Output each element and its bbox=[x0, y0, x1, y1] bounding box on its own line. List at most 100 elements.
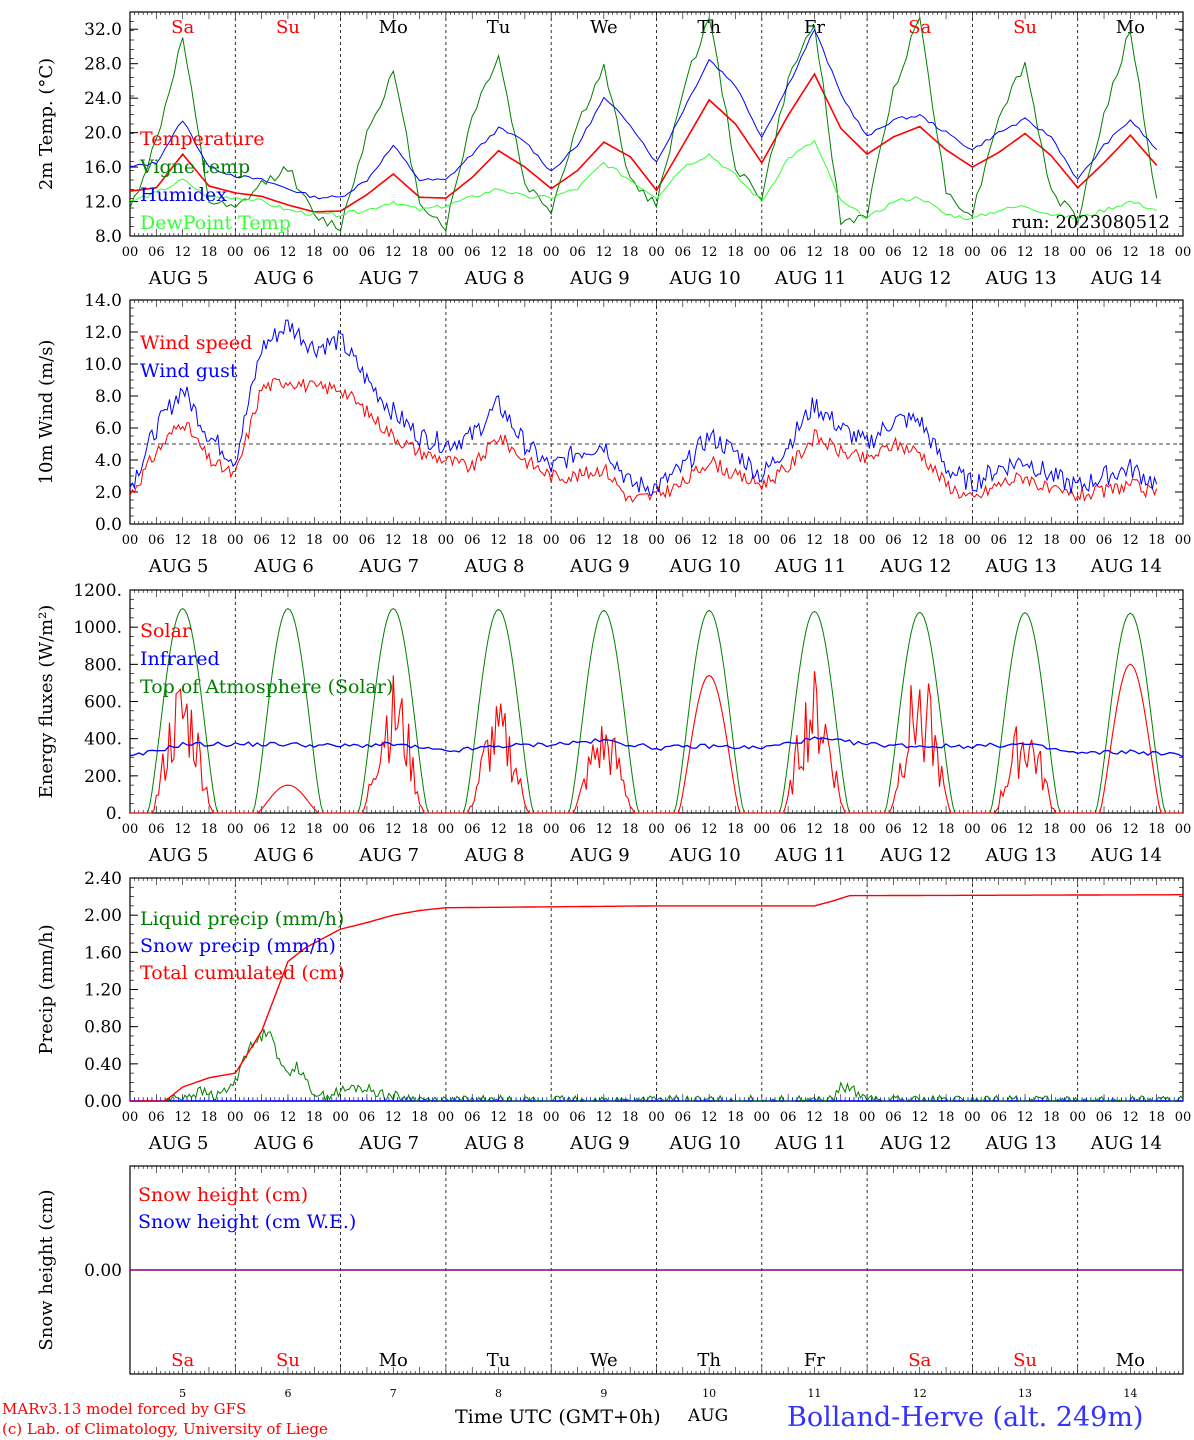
infrared-line bbox=[129, 736, 1184, 758]
legend-label: Top of Atmosphere (Solar) bbox=[140, 676, 393, 698]
hour-tick-label: 18 bbox=[1043, 533, 1060, 548]
date-label: AUG 8 bbox=[464, 268, 525, 289]
y-tick-label: 2.00 bbox=[84, 906, 122, 926]
day-of-week-label: Su bbox=[1013, 1350, 1037, 1371]
y-axis-title: Precip (mm/h) bbox=[36, 924, 57, 1054]
date-label: AUG 9 bbox=[569, 556, 630, 577]
hour-tick-label: 00 bbox=[227, 245, 244, 260]
day-of-week-label: Mo bbox=[379, 17, 408, 38]
hour-tick-label: 18 bbox=[306, 245, 323, 260]
hour-tick-label: 18 bbox=[201, 245, 218, 260]
y-tick-label: 0.00 bbox=[84, 1261, 122, 1281]
y-tick-label: 2.40 bbox=[84, 869, 122, 889]
solar-line bbox=[130, 663, 1183, 814]
hour-tick-label: 06 bbox=[1096, 245, 1113, 260]
date-label: AUG 9 bbox=[569, 268, 630, 289]
hour-tick-label: 00 bbox=[648, 1110, 665, 1125]
hour-tick-label: 06 bbox=[464, 533, 481, 548]
hour-tick-label: 00 bbox=[438, 245, 455, 260]
day-of-week-label: Su bbox=[276, 17, 300, 38]
day-of-week-label: Tu bbox=[487, 1350, 511, 1371]
hour-tick-label: 00 bbox=[332, 245, 349, 260]
hour-tick-label: 06 bbox=[464, 245, 481, 260]
hour-tick-label: 06 bbox=[990, 245, 1007, 260]
hour-tick-label: 18 bbox=[1148, 245, 1165, 260]
x-axis-month: AUG bbox=[688, 1406, 729, 1426]
model-credit: MARv3.13 model forced by GFS bbox=[2, 1400, 247, 1418]
y-tick-label: 1.60 bbox=[84, 943, 122, 963]
hour-tick-label: 12 bbox=[701, 822, 718, 837]
legend-label: Humidex bbox=[140, 184, 227, 206]
date-label: AUG 6 bbox=[253, 845, 314, 866]
day-of-week-label: Sa bbox=[908, 1350, 931, 1371]
legend-label: Solar bbox=[140, 620, 192, 642]
date-label: AUG 9 bbox=[569, 845, 630, 866]
hour-tick-label: 12 bbox=[1122, 245, 1139, 260]
hour-tick-label: 18 bbox=[622, 245, 639, 260]
hour-tick-label: 12 bbox=[280, 822, 297, 837]
day-number-label: 12 bbox=[913, 1387, 927, 1400]
hour-tick-label: 00 bbox=[543, 533, 560, 548]
y-tick-label: 24.0 bbox=[84, 89, 122, 109]
legend-label: Snow height (cm) bbox=[138, 1184, 308, 1206]
hour-tick-label: 12 bbox=[385, 822, 402, 837]
hour-tick-label: 18 bbox=[201, 822, 218, 837]
date-label: AUG 7 bbox=[358, 556, 419, 577]
legend-label: Wind speed bbox=[140, 332, 252, 354]
plot-frame bbox=[129, 299, 1184, 525]
date-label: AUG 5 bbox=[148, 268, 209, 289]
hour-tick-label: 06 bbox=[1096, 1110, 1113, 1125]
y-tick-label: 4.0 bbox=[95, 451, 122, 471]
legend-label: Vigne temp bbox=[139, 156, 250, 178]
hour-tick-label: 18 bbox=[517, 822, 534, 837]
hour-tick-label: 00 bbox=[648, 245, 665, 260]
hour-tick-label: 00 bbox=[1069, 533, 1086, 548]
day-number-label: 13 bbox=[1018, 1387, 1032, 1400]
hour-tick-label: 18 bbox=[1148, 533, 1165, 548]
day-of-week-label: Mo bbox=[1116, 1350, 1145, 1371]
hour-tick-label: 00 bbox=[438, 533, 455, 548]
legend-label: Total cumulated (cm) bbox=[140, 962, 345, 984]
day-number-label: 5 bbox=[179, 1387, 186, 1400]
hour-tick-label: 06 bbox=[359, 245, 376, 260]
y-tick-label: 0.40 bbox=[84, 1055, 122, 1075]
hour-tick-label: 18 bbox=[1043, 822, 1060, 837]
hour-tick-label: 18 bbox=[622, 1110, 639, 1125]
hour-tick-label: 06 bbox=[885, 822, 902, 837]
hour-tick-label: 18 bbox=[938, 822, 955, 837]
date-label: AUG 12 bbox=[879, 1133, 951, 1154]
hour-tick-label: 12 bbox=[174, 533, 191, 548]
hour-tick-label: 00 bbox=[648, 533, 665, 548]
day-of-week-label: We bbox=[590, 1350, 618, 1371]
date-label: AUG 7 bbox=[358, 1133, 419, 1154]
hour-tick-label: 12 bbox=[701, 533, 718, 548]
hour-tick-label: 06 bbox=[780, 533, 797, 548]
date-label: AUG 6 bbox=[253, 268, 314, 289]
hour-tick-label: 06 bbox=[359, 1110, 376, 1125]
hour-tick-label: 12 bbox=[911, 1110, 928, 1125]
hour-tick-label: 12 bbox=[1017, 533, 1034, 548]
hour-tick-label: 06 bbox=[148, 245, 165, 260]
hour-tick-label: 12 bbox=[596, 533, 613, 548]
dewpoint-line bbox=[129, 139, 1157, 221]
hour-tick-label: 00 bbox=[1175, 533, 1192, 548]
hour-tick-label: 12 bbox=[701, 1110, 718, 1125]
hour-tick-label: 12 bbox=[174, 1110, 191, 1125]
y-tick-label: 1200. bbox=[73, 581, 122, 601]
hour-tick-label: 06 bbox=[569, 822, 586, 837]
y-tick-label: 0. bbox=[106, 804, 122, 824]
hour-tick-label: 18 bbox=[1043, 245, 1060, 260]
date-label: AUG 5 bbox=[148, 845, 209, 866]
date-label: AUG 12 bbox=[879, 268, 951, 289]
vigne-temp-line bbox=[129, 16, 1158, 233]
hour-tick-label: 00 bbox=[543, 822, 560, 837]
hour-tick-label: 00 bbox=[754, 822, 771, 837]
y-tick-label: 12.0 bbox=[84, 193, 122, 213]
hour-tick-label: 12 bbox=[806, 245, 823, 260]
hour-tick-label: 12 bbox=[911, 245, 928, 260]
hour-tick-label: 00 bbox=[543, 245, 560, 260]
date-label: AUG 14 bbox=[1090, 556, 1162, 577]
hour-tick-label: 18 bbox=[517, 245, 534, 260]
hour-tick-label: 18 bbox=[411, 245, 428, 260]
wind-speed-line bbox=[129, 377, 1158, 503]
